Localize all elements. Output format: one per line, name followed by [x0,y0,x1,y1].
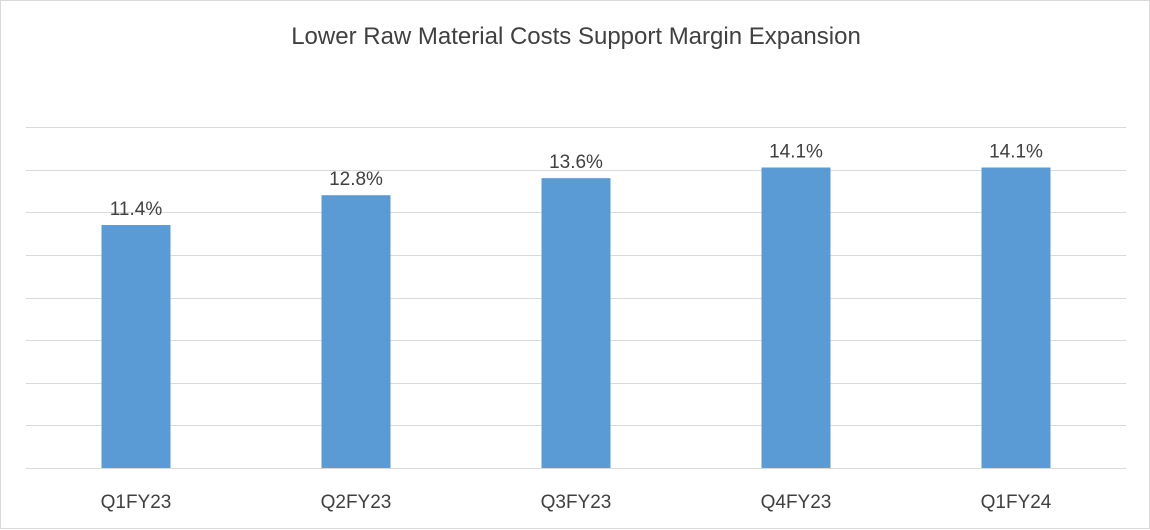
x-tick-label-q3fy23: Q3FY23 [541,492,612,513]
bar-q1fy23 [102,225,171,468]
bar-q3fy23 [542,178,611,468]
x-tick-label-q4fy23: Q4FY23 [761,492,832,513]
bar-chart: Lower Raw Material Costs Support Margin … [1,1,1150,530]
data-label-q3fy23: 13.6% [549,152,603,173]
data-label-q1fy24: 14.1% [989,141,1043,162]
data-label-q2fy23: 12.8% [329,169,383,190]
bar-q1fy24 [982,167,1051,468]
data-label-q4fy23: 14.1% [769,141,823,162]
bar-q4fy23 [762,167,831,468]
data-label-q1fy23: 11.4% [110,199,163,220]
x-tick-label-q2fy23: Q2FY23 [321,492,392,513]
chart-container: Lower Raw Material Costs Support Margin … [0,0,1150,529]
x-axis-tick-labels: Q1FY23 Q2FY23 Q3FY23 Q4FY23 Q1FY24 [101,492,1052,513]
chart-title: Lower Raw Material Costs Support Margin … [291,23,861,50]
x-tick-label-q1fy24: Q1FY24 [981,492,1052,513]
x-tick-label-q1fy23: Q1FY23 [101,492,172,513]
bar-q2fy23 [322,195,391,468]
